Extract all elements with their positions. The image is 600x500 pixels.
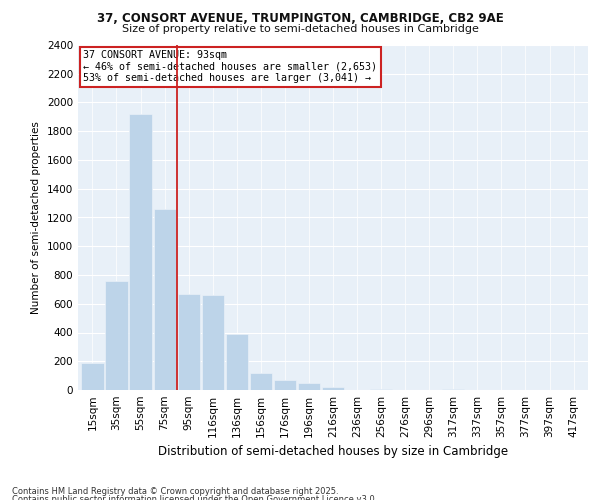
- Bar: [322, 387, 344, 390]
- Text: Size of property relative to semi-detached houses in Cambridge: Size of property relative to semi-detach…: [122, 24, 478, 34]
- Bar: [154, 209, 176, 390]
- X-axis label: Distribution of semi-detached houses by size in Cambridge: Distribution of semi-detached houses by …: [158, 446, 508, 458]
- Text: Contains HM Land Registry data © Crown copyright and database right 2025.: Contains HM Land Registry data © Crown c…: [12, 488, 338, 496]
- Bar: [202, 295, 224, 390]
- Bar: [274, 380, 296, 390]
- Bar: [130, 114, 152, 390]
- Text: 37 CONSORT AVENUE: 93sqm
← 46% of semi-detached houses are smaller (2,653)
53% o: 37 CONSORT AVENUE: 93sqm ← 46% of semi-d…: [83, 50, 377, 84]
- Text: 37, CONSORT AVENUE, TRUMPINGTON, CAMBRIDGE, CB2 9AE: 37, CONSORT AVENUE, TRUMPINGTON, CAMBRID…: [97, 12, 503, 26]
- Bar: [370, 388, 392, 390]
- Bar: [178, 294, 200, 390]
- Bar: [106, 281, 128, 390]
- Bar: [250, 373, 272, 390]
- Bar: [82, 362, 104, 390]
- Bar: [298, 383, 320, 390]
- Bar: [442, 388, 464, 390]
- Text: Contains public sector information licensed under the Open Government Licence v3: Contains public sector information licen…: [12, 495, 377, 500]
- Bar: [226, 334, 248, 390]
- Y-axis label: Number of semi-detached properties: Number of semi-detached properties: [31, 121, 41, 314]
